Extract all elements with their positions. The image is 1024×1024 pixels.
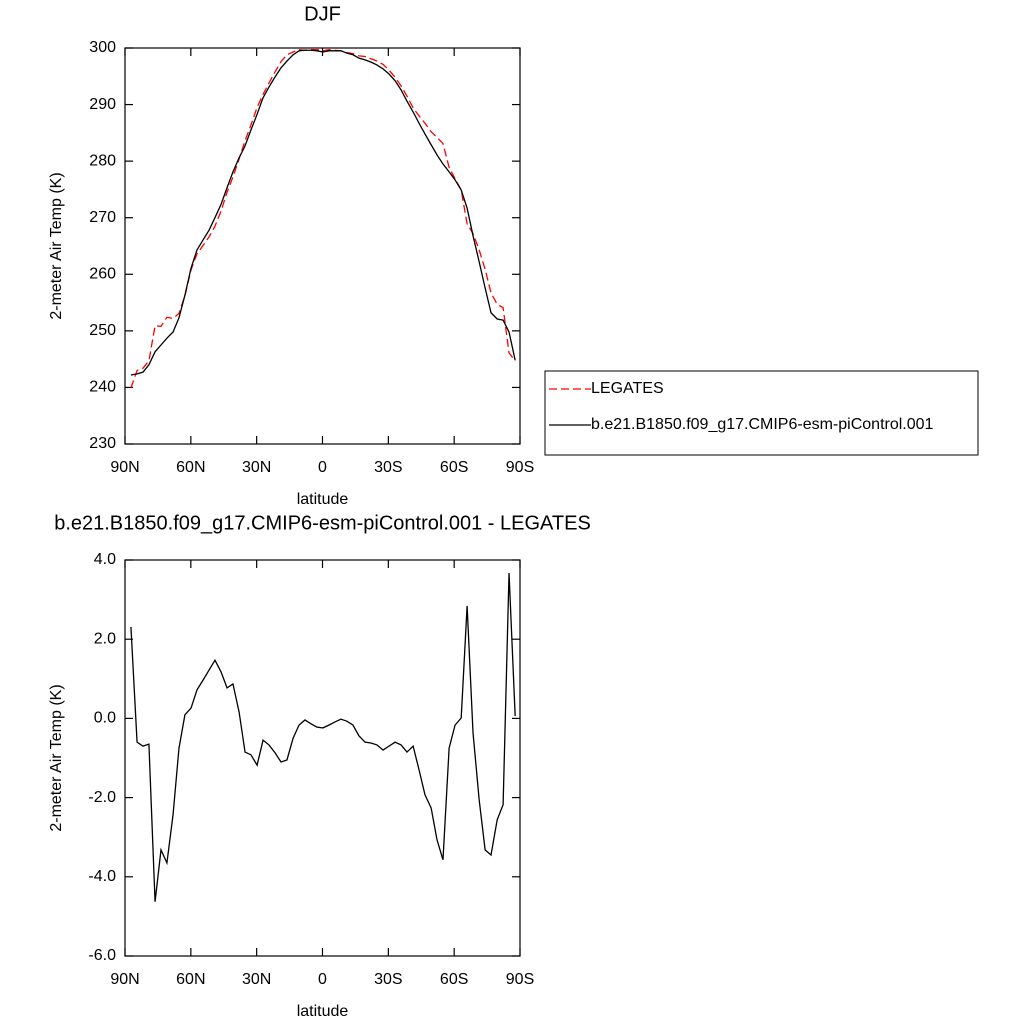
y-tick-label: 250 <box>89 322 116 339</box>
x-tick-label: 0 <box>318 459 327 476</box>
data-line <box>130 49 516 389</box>
x-tick-label: 90S <box>506 971 534 988</box>
y-tick-label: 300 <box>89 39 116 56</box>
y-tick-label: 230 <box>89 435 116 452</box>
y-tick-label: 0.0 <box>94 710 116 727</box>
y-tick-label: 290 <box>89 96 116 113</box>
chart-title: b.e21.B1850.f09_g17.CMIP6-esm-piControl.… <box>54 512 591 534</box>
y-tick-label: 270 <box>89 209 116 226</box>
y-tick-label: -6.0 <box>88 947 116 964</box>
y-tick-label: 260 <box>89 266 116 283</box>
x-tick-label: 90S <box>506 459 534 476</box>
x-tick-label: 30S <box>374 971 402 988</box>
data-line <box>130 573 516 902</box>
y-tick-label: -2.0 <box>88 789 116 806</box>
legend-box <box>544 370 979 456</box>
y-tick-label: 280 <box>89 152 116 169</box>
y-tick-label: 2.0 <box>94 630 116 647</box>
x-axis-label: latitude <box>297 491 349 508</box>
x-tick-label: 30S <box>374 459 402 476</box>
x-tick-label: 60S <box>440 459 468 476</box>
x-tick-label: 60N <box>176 971 205 988</box>
x-tick-label: 60S <box>440 971 468 988</box>
x-tick-label: 60N <box>176 459 205 476</box>
y-axis-label: 2-meter Air Temp (K) <box>48 172 65 319</box>
x-tick-label: 30N <box>242 971 271 988</box>
x-tick-label: 0 <box>318 971 327 988</box>
y-tick-label: 4.0 <box>94 551 116 568</box>
plot-frame <box>124 47 521 445</box>
data-line <box>130 49 516 376</box>
plot-frame <box>124 559 521 957</box>
x-tick-label: 30N <box>242 459 271 476</box>
chart-title: DJF <box>304 3 341 25</box>
x-tick-label: 90N <box>110 971 139 988</box>
y-tick-label: 240 <box>89 379 116 396</box>
y-axis-label: 2-meter Air Temp (K) <box>48 684 65 831</box>
legend-label: b.e21.B1850.f09_g17.CMIP6-esm-piControl.… <box>591 416 934 433</box>
x-axis-label: latitude <box>297 1003 349 1020</box>
x-tick-label: 90N <box>110 459 139 476</box>
y-tick-label: -4.0 <box>88 868 116 885</box>
legend-label: LEGATES <box>591 380 664 397</box>
